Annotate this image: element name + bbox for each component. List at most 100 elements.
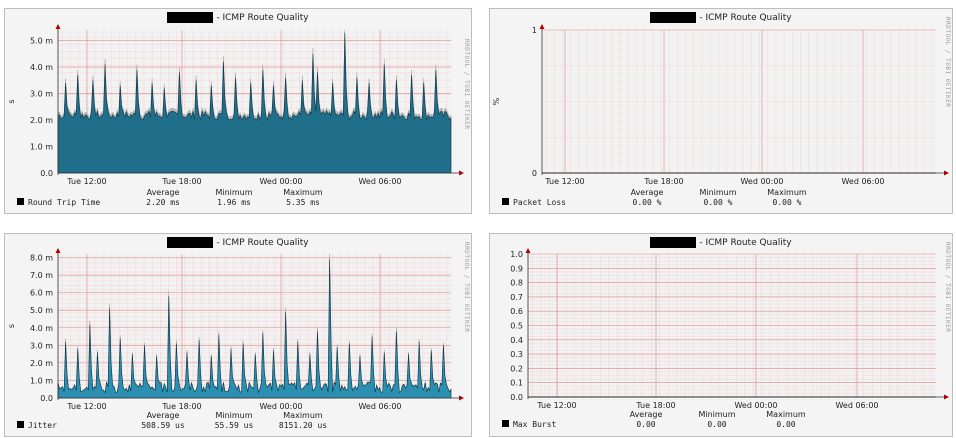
chart-title: - ICMP Route Quality bbox=[5, 237, 471, 248]
x-axis-arrow bbox=[459, 170, 464, 176]
stat-header: Average bbox=[630, 410, 663, 419]
stat-header: Average bbox=[631, 188, 664, 197]
x-tick-label: Tue 18:00 bbox=[161, 177, 201, 186]
stat-header: Maximum bbox=[283, 188, 323, 197]
redacted-hostname bbox=[167, 237, 214, 248]
x-tick-label: Tue 18:00 bbox=[643, 177, 683, 186]
x-tick-label: Wed 06:00 bbox=[358, 177, 401, 186]
stat-header: Maximum bbox=[283, 411, 323, 420]
chart-panel-packet-loss: - ICMP Route Quality RRDTOOL / TOBI OETI… bbox=[489, 8, 953, 214]
stat-value: 5.35 ms bbox=[286, 198, 320, 207]
y-tick-label: 0.6 bbox=[510, 307, 523, 316]
x-tick-label: Wed 00:00 bbox=[259, 402, 302, 411]
y-axis-arrow bbox=[525, 248, 531, 253]
x-axis-arrow bbox=[459, 395, 464, 401]
stat-value: 508.59 us bbox=[141, 421, 185, 430]
chart-title: - ICMP Route Quality bbox=[490, 237, 952, 248]
stat-header: Minimum bbox=[698, 410, 735, 419]
x-tick-label: Wed 00:00 bbox=[259, 177, 302, 186]
y-tick-label: 5.0 m bbox=[30, 306, 53, 315]
stat-value: 0.00 bbox=[707, 420, 726, 429]
stat-value: 55.59 us bbox=[215, 421, 254, 430]
legend-label: Jitter bbox=[28, 421, 57, 430]
y-axis-arrow bbox=[55, 248, 61, 253]
chart-svg: 0.0 1.0 m 2.0 m 3.0 m 4.0 m 5.0 m 6.0 m 7.0 m 8.… bbox=[7, 248, 464, 430]
stat-header: Maximum bbox=[767, 188, 807, 197]
x-tick-label: Wed 00:00 bbox=[740, 177, 783, 186]
redacted-hostname bbox=[650, 237, 697, 248]
y-tick-label: 4.0 m bbox=[30, 63, 53, 72]
y-tick-label: 0.2 bbox=[510, 364, 523, 373]
chart-svg: 0.0 0.1 0.2 0.3 0.4 0.5 0.6 0.7 0.8 0.9 1.0 Tue 12:… bbox=[502, 248, 949, 429]
y-tick-label: 0.8 bbox=[510, 279, 523, 288]
y-tick-label: 0.3 bbox=[510, 350, 523, 359]
y-tick-label: 0.7 bbox=[510, 293, 523, 302]
redacted-hostname bbox=[650, 12, 697, 23]
stat-header: Average bbox=[147, 411, 180, 420]
y-tick-label: 4.0 m bbox=[30, 324, 53, 333]
rrdtool-credit: RRDTOOL / TOBI OETIKER bbox=[944, 17, 951, 108]
x-tick-label: Tue 12:00 bbox=[536, 401, 576, 410]
y-tick-label: 2.0 m bbox=[30, 116, 53, 125]
y-tick-label: 8.0 m bbox=[30, 254, 53, 263]
chart-panel-max-burst: - ICMP Route Quality RRDTOOL / TOBI OETI… bbox=[489, 233, 953, 437]
chart-title: - ICMP Route Quality bbox=[490, 12, 952, 23]
x-tick-label: Tue 18:00 bbox=[161, 402, 201, 411]
y-tick-label: 5.0 m bbox=[30, 37, 53, 46]
x-tick-label: Wed 06:00 bbox=[358, 402, 401, 411]
y-tick-label: 0.0 bbox=[40, 169, 53, 178]
y-tick-label: 1.0 m bbox=[30, 143, 53, 152]
y-tick-label: 1.0 m bbox=[30, 376, 53, 385]
stat-header: Minimum bbox=[699, 188, 736, 197]
y-axis-label: s bbox=[7, 324, 16, 328]
y-tick-label: 6.0 m bbox=[30, 289, 53, 298]
stat-value: 0.00 bbox=[636, 420, 655, 429]
chart-svg: 0.0 1.0 m 2.0 m 3.0 m 4.0 m 5.0 m Tue 12:00 Tue… bbox=[7, 24, 464, 207]
legend-label: Packet Loss bbox=[513, 198, 566, 207]
y-tick-label: 1 bbox=[532, 26, 537, 35]
y-tick-label: 0.5 bbox=[510, 322, 523, 331]
stat-header: Average bbox=[147, 188, 180, 197]
x-axis-arrow bbox=[944, 170, 949, 176]
x-tick-label: Wed 00:00 bbox=[734, 401, 777, 410]
y-tick-label: 3.0 m bbox=[30, 90, 53, 99]
stat-header: Minimum bbox=[215, 188, 252, 197]
rrdtool-credit: RRDTOOL / TOBI OETIKER bbox=[944, 242, 951, 333]
series-area bbox=[57, 32, 452, 174]
y-axis-label: s bbox=[7, 99, 16, 103]
x-tick-label: Tue 12:00 bbox=[66, 177, 106, 186]
y-tick-label: 0.0 bbox=[510, 393, 523, 402]
y-tick-label: 0.4 bbox=[510, 336, 523, 345]
x-tick-label: Wed 06:00 bbox=[841, 177, 884, 186]
y-tick-label: 1.0 bbox=[510, 250, 523, 259]
stat-value: 0.00 % bbox=[773, 198, 802, 207]
legend-swatch bbox=[502, 198, 509, 205]
x-axis-arrow bbox=[944, 394, 949, 400]
rrdtool-credit: RRDTOOL / TOBI OETIKER bbox=[463, 242, 470, 333]
stat-header: Maximum bbox=[766, 410, 806, 419]
chart-panel-round-trip-time: - ICMP Route Quality RRDTOOL / TOBI OETI… bbox=[4, 8, 472, 214]
y-tick-label: 7.0 m bbox=[30, 271, 53, 280]
y-axis-arrow bbox=[55, 24, 61, 29]
y-tick-label: 3.0 m bbox=[30, 341, 53, 350]
stat-value: 0.00 % bbox=[633, 198, 662, 207]
x-tick-label: Wed 06:00 bbox=[835, 401, 878, 410]
rrdtool-credit: RRDTOOL / TOBI OETIKER bbox=[463, 39, 470, 130]
x-tick-label: Tue 12:00 bbox=[66, 402, 106, 411]
y-axis-label: % bbox=[492, 97, 501, 105]
y-tick-label: 0.9 bbox=[510, 264, 523, 273]
stat-header: Minimum bbox=[215, 411, 252, 420]
stat-value: 0.00 bbox=[776, 420, 795, 429]
series-area bbox=[57, 259, 452, 399]
y-tick-label: 0 bbox=[532, 169, 537, 178]
stat-value: 2.20 ms bbox=[146, 198, 180, 207]
x-tick-label: Tue 12:00 bbox=[544, 177, 584, 186]
stat-value: 1.96 ms bbox=[217, 198, 251, 207]
chart-title: - ICMP Route Quality bbox=[5, 12, 471, 23]
legend-swatch bbox=[502, 420, 509, 427]
chart-panel-jitter: - ICMP Route Quality RRDTOOL / TOBI OETI… bbox=[4, 233, 472, 437]
chart-svg: 0 1 Tue 12:00 Tue 18:00 Wed 00:00 Wed 06:00% A… bbox=[492, 24, 949, 207]
legend-label: Round Trip Time bbox=[28, 198, 100, 207]
legend-swatch bbox=[17, 198, 24, 205]
y-tick-label: 0.0 bbox=[40, 394, 53, 403]
